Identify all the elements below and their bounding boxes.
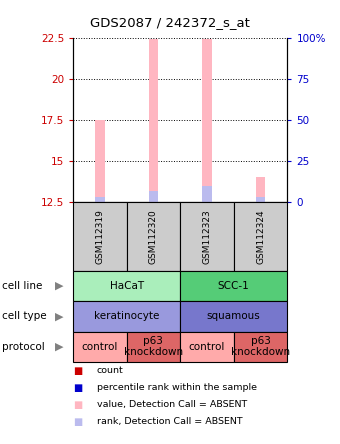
Text: GSM112323: GSM112323 (203, 209, 211, 264)
Bar (256, 177, 265, 202)
Text: ■: ■ (73, 400, 82, 410)
Text: GSM112319: GSM112319 (96, 209, 104, 264)
Text: value, Detection Call = ABSENT: value, Detection Call = ABSENT (97, 400, 247, 409)
Text: GSM112324: GSM112324 (256, 209, 265, 264)
Text: ■: ■ (73, 383, 82, 393)
Bar (202, 186, 212, 202)
Bar (256, 197, 265, 202)
Text: HaCaT: HaCaT (109, 281, 144, 291)
Text: count: count (97, 366, 124, 375)
Text: ■: ■ (73, 366, 82, 377)
Bar (95, 120, 105, 202)
Text: GSM112320: GSM112320 (149, 209, 158, 264)
Bar (95, 197, 105, 202)
Text: p63
knockdown: p63 knockdown (231, 336, 290, 357)
Text: ▶: ▶ (55, 311, 64, 321)
Text: ■: ■ (73, 417, 82, 427)
Text: GDS2087 / 242372_s_at: GDS2087 / 242372_s_at (90, 16, 250, 28)
Text: squamous: squamous (207, 311, 261, 321)
Text: cell type: cell type (2, 311, 46, 321)
Text: percentile rank within the sample: percentile rank within the sample (97, 383, 257, 392)
Text: SCC-1: SCC-1 (218, 281, 250, 291)
Bar (149, 190, 158, 202)
Bar (149, 40, 158, 202)
Text: keratinocyte: keratinocyte (94, 311, 159, 321)
Text: cell line: cell line (2, 281, 42, 291)
Text: rank, Detection Call = ABSENT: rank, Detection Call = ABSENT (97, 417, 242, 426)
Bar (202, 39, 212, 202)
Text: control: control (82, 342, 118, 352)
Text: ▶: ▶ (55, 281, 64, 291)
Text: control: control (189, 342, 225, 352)
Text: protocol: protocol (2, 342, 45, 352)
Text: ▶: ▶ (55, 342, 64, 352)
Text: p63
knockdown: p63 knockdown (124, 336, 183, 357)
